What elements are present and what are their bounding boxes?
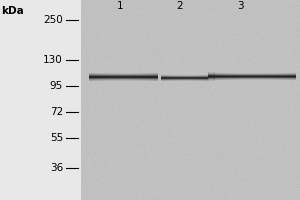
Text: 3: 3 <box>237 1 243 11</box>
Text: 95: 95 <box>50 81 63 91</box>
Bar <box>81 0 300 200</box>
Text: kDa: kDa <box>2 6 24 16</box>
Text: 2: 2 <box>177 1 183 11</box>
Text: 55: 55 <box>50 133 63 143</box>
Text: 36: 36 <box>50 163 63 173</box>
Text: 72: 72 <box>50 107 63 117</box>
Text: 1: 1 <box>117 1 123 11</box>
Text: 130: 130 <box>43 55 63 65</box>
Text: 250: 250 <box>43 15 63 25</box>
